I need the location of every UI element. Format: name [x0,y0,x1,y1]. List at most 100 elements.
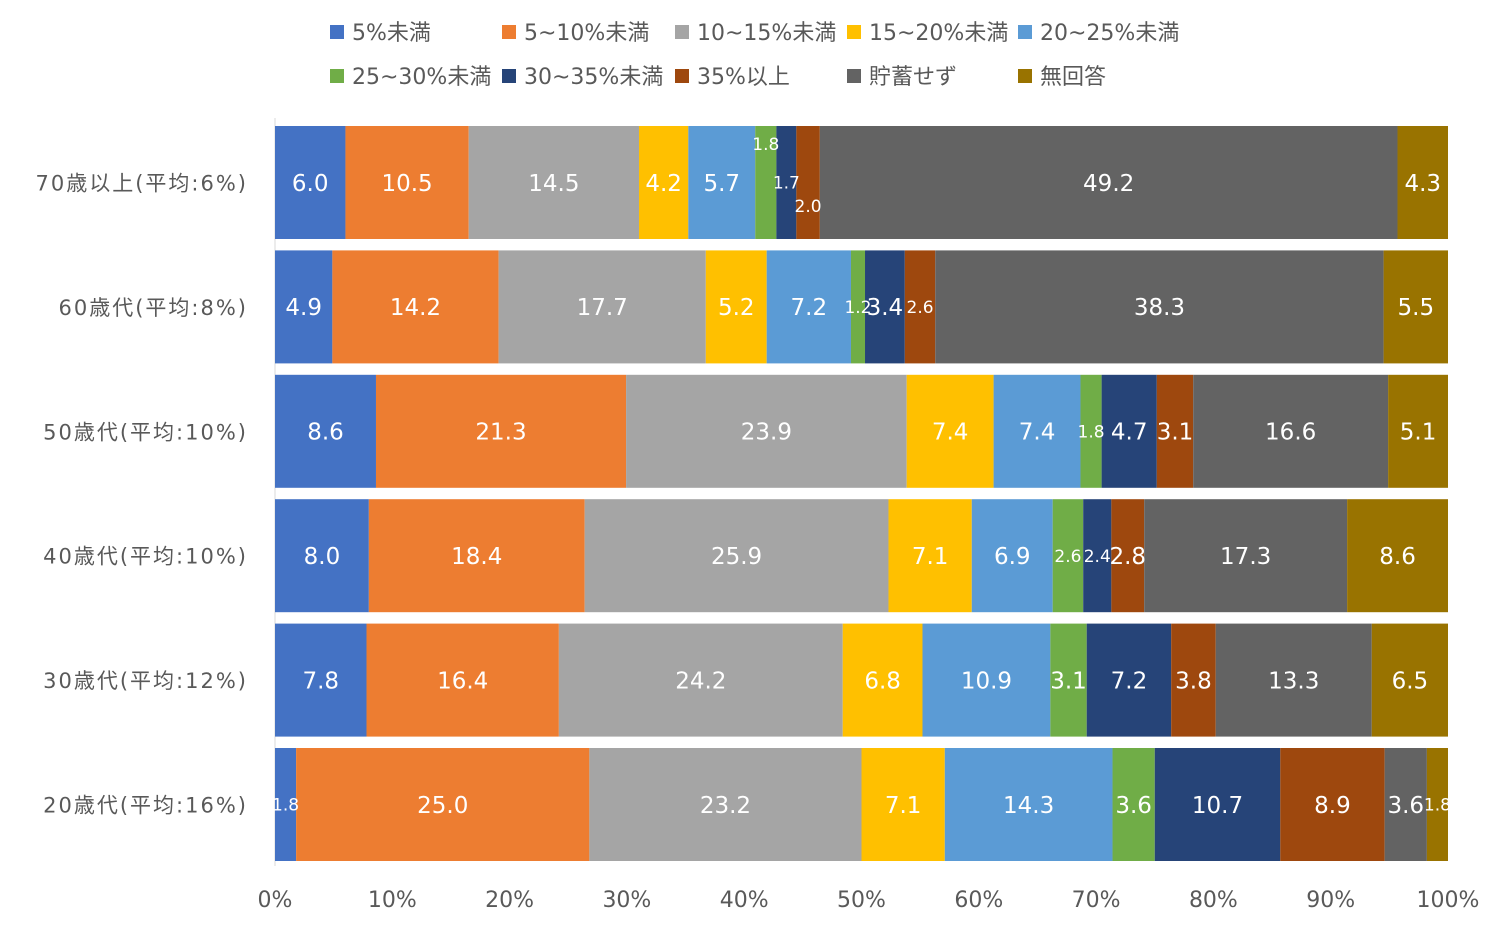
bar-segment [842,623,923,737]
x-tick-label: 30% [602,888,651,913]
bar-segment [626,374,907,488]
bar-segment [1383,250,1448,364]
data-label: 2.4 [1084,547,1111,567]
data-label: 4.9 [285,295,322,321]
data-label: 7.8 [302,668,339,694]
data-label: 10.5 [381,171,432,197]
data-label: 17.3 [1220,544,1271,570]
data-label: 25.0 [417,793,468,819]
bar-segment [275,250,333,364]
bar-segment [1347,499,1448,613]
data-label: 2.6 [907,298,934,318]
data-label: 10.9 [961,668,1012,694]
x-tick-label: 100% [1417,888,1480,913]
legend-swatch [330,25,344,39]
bar-row: 1.8 25.0 23.2 7.1 14.3 3.6 10.7 8.9 3.6 1.8 [272,748,1451,861]
bar-segment [766,250,851,364]
data-label: 5.5 [1398,295,1435,321]
x-tick-label: 20% [485,888,534,913]
data-label: 16.6 [1265,420,1316,446]
data-label: 6.9 [994,544,1031,570]
category-label: 30歳代(平均:12%) [43,669,248,693]
bar-segment [1371,623,1448,737]
bar-segment [589,748,862,861]
bar-row: 4.9 14.2 17.7 5.2 7.2 1.23.4 2.6 38.3 5.5 [275,250,1448,364]
bar-segment [1050,623,1087,737]
x-tick-label: 0% [258,888,293,913]
data-label: 3.6 [1387,793,1424,819]
data-label: 2.6 [1054,547,1081,567]
bar-segment [906,374,994,488]
legend-swatch [675,69,689,83]
legend-swatch [1018,69,1032,83]
bar-segment [1101,374,1157,488]
x-tick-label: 60% [954,888,1003,913]
bar-segment [584,499,889,613]
bar-segment [1112,748,1155,861]
legend: 5%未満 5~10%未満 10~15%未満 15~20%未満 20~25%未満 25~30… [330,21,1179,90]
bar-row: 6.0 10.5 14.5 4.2 5.7 1.8 1.7 2.0 49.2 4.3 [275,126,1448,239]
data-label: 24.2 [675,668,726,694]
bar-segment [375,374,627,488]
data-label: 6.8 [864,668,901,694]
bar-segment [993,374,1081,488]
bar-segment [865,250,905,364]
data-label: 7.1 [912,544,949,570]
bar-row: 7.8 16.4 24.2 6.8 10.9 3.1 7.2 3.8 13.3 6.5 [275,623,1448,737]
bar-segment [332,250,499,364]
bar-segment [1388,374,1448,488]
data-label: 1.8 [1078,422,1105,442]
bar-row: 8.6 21.3 23.9 7.4 7.4 1.8 4.7 3.1 16.6 5.1 [275,374,1448,488]
data-label: 10.7 [1192,793,1243,819]
data-label: 7.2 [791,295,828,321]
legend-label: 5~10%未満 [524,21,649,46]
legend-swatch [675,25,689,39]
bar-segment [819,126,1398,239]
data-label: 3.1 [1050,668,1087,694]
data-label: 21.3 [475,420,526,446]
y-axis-labels: 70歳以上(平均:6%) 60歳代(平均:8%) 50歳代(平均:10%) 40歳代(… [36,172,249,818]
legend-swatch [847,69,861,83]
bar-segment [1154,748,1281,861]
bar-segment [1052,499,1084,613]
data-label: 4.3 [1404,171,1441,197]
data-label: 5.2 [718,295,755,321]
bar-segment [558,623,843,737]
bar-segment [275,126,346,239]
bar-segment [922,623,1051,737]
bar-segment [705,250,767,364]
data-label: 1.7 [773,174,800,194]
bar-segment [1426,748,1448,861]
data-label: 8.6 [307,420,344,446]
bar-segment [345,126,469,239]
category-label: 20歳代(平均:16%) [43,794,248,818]
x-tick-label: 90% [1306,888,1355,913]
category-label: 60歳代(平均:8%) [59,296,249,320]
bar-segment [296,748,590,861]
legend-label: 25~30%未満 [352,65,491,90]
plot-area: 6.0 10.5 14.5 4.2 5.7 1.8 1.7 2.0 49.2 4.3 4.9 14.2… [272,118,1451,866]
bar-segment [1083,499,1112,613]
legend-label: 10~15%未満 [697,21,836,46]
legend-label: 貯蓄せず [869,65,957,90]
data-label: 1.2 [844,298,871,318]
bar-segment [638,126,689,239]
bar-segment [1156,374,1194,488]
bar-segment [935,250,1384,364]
bar-segment [275,623,367,737]
data-label: 4.2 [645,171,682,197]
legend-swatch [502,25,516,39]
bar-segment [275,748,297,861]
legend-swatch [1018,25,1032,39]
data-label: 1.8 [1424,796,1451,816]
bar-segment [275,499,369,613]
legend-label: 20~25%未満 [1040,21,1179,46]
data-label: 23.9 [741,420,792,446]
bar-segment [776,126,797,239]
legend-label: 無回答 [1040,65,1106,90]
bar-segment [688,126,756,239]
data-label: 3.4 [867,295,904,321]
bar-segment [498,250,706,364]
